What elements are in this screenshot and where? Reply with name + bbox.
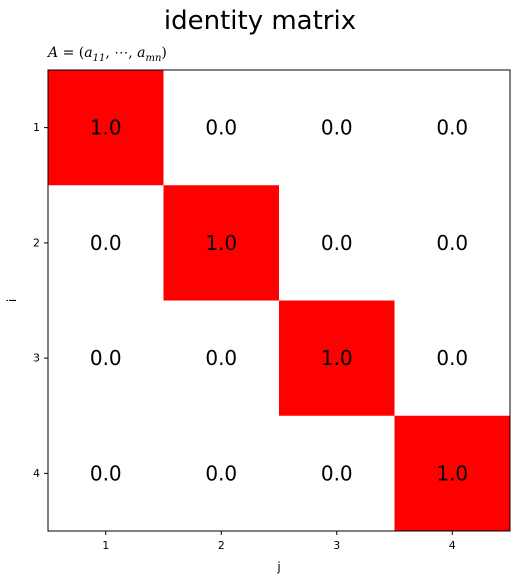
heatmap-cell (394, 300, 511, 417)
subtitle-last-element: a (137, 45, 146, 61)
x-tick-label: 2 (218, 539, 225, 552)
cell-value-label: 0.0 (205, 346, 237, 370)
y-tick-label: 1 (33, 121, 40, 134)
heatmap-cell-labels: 1.0 0.0 0.0 0.0 0.0 1.0 0.0 0.0 0.0 0.0 1.0 0.0 0.0 0… (90, 116, 468, 486)
cell-value-label: 0.0 (321, 116, 353, 140)
y-axis-ticks: 1 2 3 4 (33, 121, 48, 480)
subtitle-first-element: a (84, 45, 93, 61)
subtitle-first-index: 11 (92, 52, 106, 64)
heatmap-cell (163, 300, 280, 417)
cell-value-label: 0.0 (90, 461, 122, 485)
heatmap-cell (394, 70, 511, 186)
cell-value-label: 0.0 (321, 231, 353, 255)
cell-value-label: 0.0 (205, 461, 237, 485)
y-tick-label: 2 (33, 236, 40, 249)
subtitle-separator: , ⋯, (105, 45, 138, 61)
y-tick-label: 3 (33, 352, 40, 365)
heatmap-cell (48, 70, 164, 186)
cell-value-label: 1.0 (436, 461, 468, 485)
heatmap-cell (394, 185, 511, 301)
cell-value-label: 0.0 (90, 231, 122, 255)
plot-frame (47, 69, 511, 532)
cell-value-label: 0.0 (205, 116, 237, 140)
subtitle-close-paren: ) (161, 45, 167, 61)
cell-value-label: 0.0 (436, 346, 468, 370)
x-tick-label: 4 (449, 539, 456, 552)
heatmap-cell (279, 300, 395, 417)
heatmap-cell (48, 415, 164, 532)
x-axis-ticks: 1 2 3 4 (102, 531, 456, 552)
heatmap-cell (163, 70, 280, 186)
heatmap-cell (279, 70, 395, 186)
chart-subtitle: A = (a11, ⋯, amn) (48, 45, 167, 64)
heatmap-cell (163, 185, 280, 301)
cell-value-label: 1.0 (321, 346, 353, 370)
heatmap-cell (279, 185, 395, 301)
x-tick-label: 1 (102, 539, 109, 552)
y-axis-label: i (5, 299, 19, 302)
cell-value-label: 0.0 (436, 231, 468, 255)
cell-value-label: 0.0 (436, 116, 468, 140)
x-axis-label: j (276, 560, 280, 574)
chart-title: identity matrix (163, 6, 357, 36)
subtitle-last-index: mn (145, 52, 162, 64)
subtitle-equals: = ( (58, 45, 85, 61)
heatmap-cell (48, 185, 164, 301)
cell-value-label: 1.0 (205, 231, 237, 255)
x-tick-label: 3 (333, 539, 340, 552)
cell-value-label: 1.0 (90, 116, 122, 140)
cell-value-label: 0.0 (90, 346, 122, 370)
subtitle-matrix-symbol: A (48, 45, 59, 61)
y-tick-label: 4 (33, 467, 40, 480)
heatmap-cell (279, 415, 395, 532)
heatmap-cell (163, 415, 280, 532)
heatmap-cell (394, 415, 511, 532)
cell-value-label: 0.0 (321, 461, 353, 485)
heatmap-cells (48, 70, 511, 532)
heatmap-cell (48, 300, 164, 417)
